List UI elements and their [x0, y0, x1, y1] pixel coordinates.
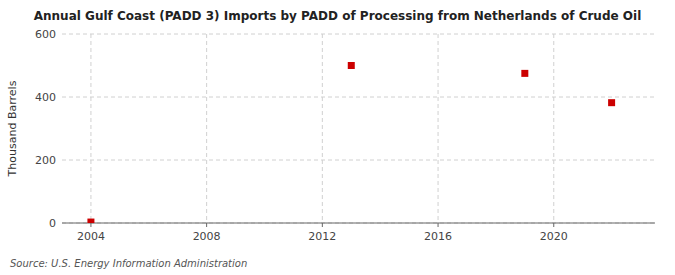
- tick-label: 200: [35, 154, 56, 167]
- grid-line: [62, 160, 655, 161]
- tick-mark: [438, 223, 439, 227]
- grid-line: [322, 34, 323, 223]
- point[interactable]: [348, 62, 355, 69]
- grid-line: [62, 223, 655, 224]
- point[interactable]: [608, 99, 615, 106]
- points: [87, 62, 615, 223]
- tick-label: 600: [35, 28, 56, 41]
- tick-mark: [553, 223, 554, 227]
- tick-mark: [206, 223, 207, 227]
- tick-mark: [90, 223, 91, 227]
- tick-label: 2012: [308, 230, 336, 243]
- grid: [62, 34, 655, 223]
- tick-label: 2020: [540, 230, 568, 243]
- grid-line: [90, 34, 91, 223]
- point[interactable]: [87, 219, 94, 223]
- tick-label: 400: [35, 91, 56, 104]
- grid-line: [206, 34, 207, 223]
- tick-label: 2016: [424, 230, 452, 243]
- tick-label: 2008: [193, 230, 221, 243]
- grid-line: [62, 97, 655, 98]
- annotation: Source: U.S. Energy Information Administ…: [10, 258, 247, 269]
- grid-line: [438, 34, 439, 223]
- grid-line: [62, 34, 655, 35]
- axis-label: Thousand Barrels: [6, 80, 19, 177]
- point[interactable]: [521, 70, 528, 77]
- tick-label: 0: [49, 217, 56, 230]
- x-axis: [62, 223, 655, 224]
- tick-mark: [322, 223, 323, 227]
- title: Annual Gulf Coast (PADD 3) Imports by PA…: [34, 9, 642, 23]
- grid-line: [553, 34, 554, 223]
- tick-label: 2004: [77, 230, 105, 243]
- chart: Annual Gulf Coast (PADD 3) Imports by PA…: [0, 0, 675, 275]
